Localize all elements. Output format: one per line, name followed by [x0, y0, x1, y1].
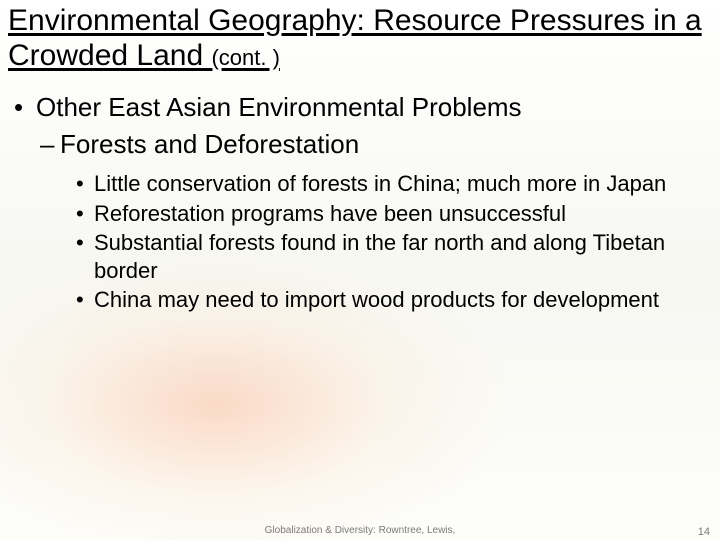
- footer-text: Globalization & Diversity: Rowntree, Lew…: [0, 525, 720, 536]
- bullet-level3: China may need to import wood products f…: [8, 286, 708, 314]
- bullet-level3: Little conservation of forests in China;…: [8, 170, 708, 198]
- bullet-level3: Reforestation programs have been unsucce…: [8, 200, 708, 228]
- bullet-level3: Substantial forests found in the far nor…: [8, 229, 708, 284]
- slide-title: Environmental Geography: Resource Pressu…: [8, 4, 708, 73]
- bullet-level1-text: Other East Asian Environmental Problems: [36, 92, 522, 122]
- title-main-text: Environmental Geography: Resource Pressu…: [8, 4, 702, 72]
- page-number: 14: [698, 526, 710, 538]
- bullet-level2: Forests and Deforestation: [8, 128, 708, 161]
- bullet-level3-text: Little conservation of forests in China;…: [94, 171, 666, 196]
- title-cont-text: (cont. ): [211, 45, 279, 70]
- bullet-level3-text: Reforestation programs have been unsucce…: [94, 201, 566, 226]
- bullet-level1: Other East Asian Environmental Problems: [8, 91, 708, 124]
- bullet-level3-text: Substantial forests found in the far nor…: [94, 230, 665, 283]
- bullet-level3-text: China may need to import wood products f…: [94, 287, 659, 312]
- slide: Environmental Geography: Resource Pressu…: [0, 0, 720, 540]
- bullet-level2-text: Forests and Deforestation: [60, 129, 359, 159]
